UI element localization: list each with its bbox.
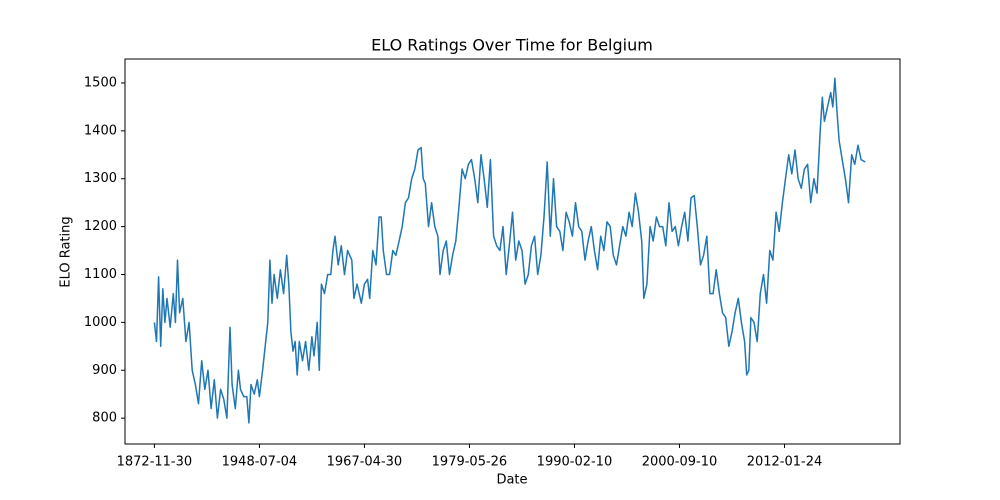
x-tick-label: 1967-04-30 <box>327 455 403 470</box>
y-tick-label: 800 <box>92 411 117 426</box>
y-tick-label: 900 <box>92 363 117 378</box>
x-tick-label: 2000-09-10 <box>642 455 718 470</box>
y-tick-label: 1200 <box>84 219 117 234</box>
y-tick-label: 1400 <box>84 123 117 138</box>
y-axis-label: ELO Rating <box>59 216 74 287</box>
x-axis-label: Date <box>496 473 527 488</box>
x-tick-label: 1948-07-04 <box>222 455 298 470</box>
x-tick-label: 1990-02-10 <box>537 455 613 470</box>
plot-frame <box>124 58 901 445</box>
x-tick-label: 1979-05-26 <box>432 455 508 470</box>
y-tick-label: 1000 <box>84 315 117 330</box>
y-tick-label: 1500 <box>84 75 117 90</box>
data-line <box>153 77 866 424</box>
chart-title: ELO Ratings Over Time for Belgium <box>371 36 653 55</box>
y-tick-label: 1100 <box>84 267 117 282</box>
x-tick-label: 1872-11-30 <box>117 455 193 470</box>
y-tick-label: 1300 <box>84 171 117 186</box>
x-tick-label: 2012-01-24 <box>747 455 823 470</box>
